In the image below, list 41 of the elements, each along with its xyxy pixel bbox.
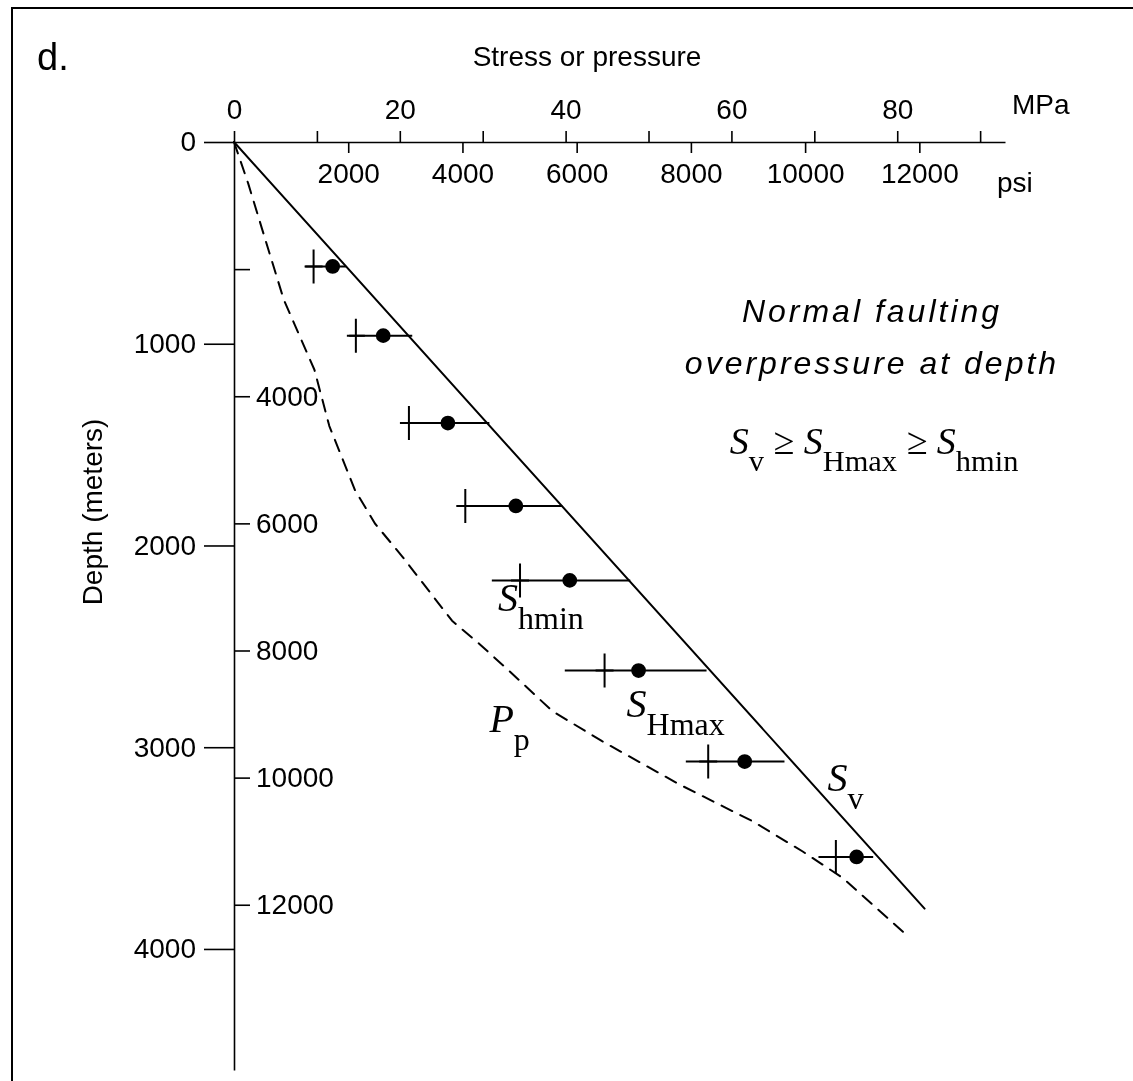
series-label: S$_{v}$ bbox=[827, 754, 864, 816]
point bbox=[631, 663, 646, 678]
point bbox=[849, 849, 864, 865]
y-tick-label: 2000 bbox=[133, 529, 196, 561]
annotation: S$_{v}$ ≥ S$_{Hmax}$ ≥ S$_{hmin}$ bbox=[729, 420, 1019, 478]
y-tick-label: 0 bbox=[180, 126, 196, 158]
x2-axis-title: psi bbox=[997, 167, 1033, 198]
point bbox=[375, 328, 391, 344]
x2-tick-label: 12000 bbox=[880, 157, 959, 189]
annotation: overpressure at depth bbox=[684, 345, 1060, 381]
y2-tick-label: 10000 bbox=[256, 762, 334, 794]
point bbox=[325, 259, 341, 274]
x-tick-label: 0 bbox=[226, 94, 243, 125]
x2-tick-label: 4000 bbox=[431, 157, 495, 189]
x2-tick-label: 10000 bbox=[766, 157, 845, 189]
y2-tick-label: 8000 bbox=[256, 634, 319, 666]
series-label: S$_{Hmax}$ bbox=[626, 680, 725, 742]
annotation: Normal faulting bbox=[741, 293, 1003, 329]
x2-tick-label: 6000 bbox=[546, 157, 609, 189]
point bbox=[562, 573, 578, 588]
y2-tick-label: 4000 bbox=[256, 380, 319, 412]
text: MPa bbox=[1012, 89, 1070, 120]
y2-tick-label: 6000 bbox=[256, 507, 319, 539]
series-label: S$_{hmin}$ bbox=[498, 575, 584, 637]
x2-tick-label: 8000 bbox=[660, 157, 723, 189]
x-tick-label: 40 bbox=[550, 94, 582, 125]
point bbox=[737, 754, 753, 769]
series-label: P$_{p}$ bbox=[488, 695, 530, 757]
x-tick-label: 80 bbox=[882, 94, 914, 125]
x-tick-label: 60 bbox=[716, 94, 748, 125]
point bbox=[440, 415, 456, 431]
y-tick-label: 3000 bbox=[133, 731, 196, 763]
x2-tick-label: 2000 bbox=[317, 157, 380, 189]
point bbox=[508, 498, 524, 514]
x-tick-label: 20 bbox=[384, 94, 416, 125]
y-axis-title: Depth (meters) bbox=[77, 418, 108, 606]
text: d. bbox=[37, 36, 69, 78]
y2-tick-label: 12000 bbox=[256, 889, 334, 921]
y-tick-label: 4000 bbox=[133, 933, 196, 965]
x-axis-title: Stress or pressure bbox=[472, 41, 702, 72]
y-tick-label: 1000 bbox=[133, 328, 196, 360]
